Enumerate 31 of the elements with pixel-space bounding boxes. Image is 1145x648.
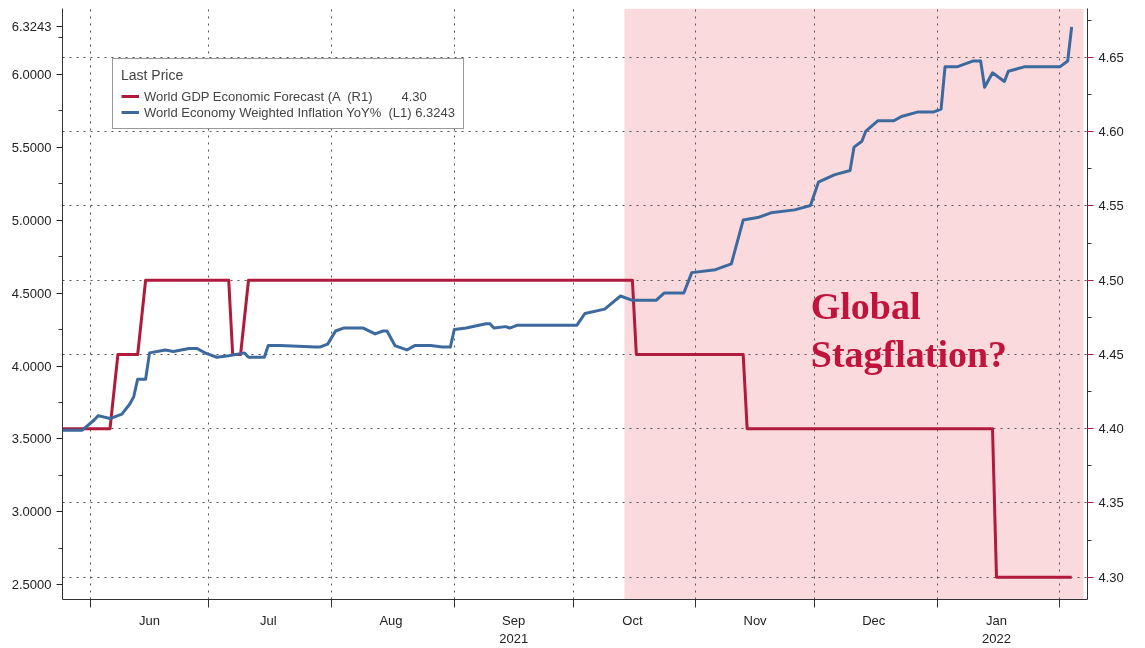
x-tick-label: Oct xyxy=(622,612,643,628)
y2-tick-label: 4.50 xyxy=(1098,272,1124,288)
x-tick-label: Nov xyxy=(743,612,768,628)
y2-tick-label: 4.55 xyxy=(1098,198,1124,214)
x-tick-label: Aug xyxy=(379,612,403,628)
legend-label: World Economy Weighted Inflation YoY% (L1) 6.3243 xyxy=(144,104,455,120)
y2-tick-label: 4.45 xyxy=(1098,346,1124,362)
y2-tick-label: 4.30 xyxy=(1098,569,1124,585)
y-tick-label: 6.0000 xyxy=(11,66,52,82)
line-series xyxy=(62,25,1074,432)
y2-tick-label: 4.40 xyxy=(1098,421,1124,437)
x-tick-label: Jan 2022 xyxy=(982,612,1011,646)
x-tick-label: Sep 2021 xyxy=(499,612,529,646)
y-tick-label: 3.0000 xyxy=(11,504,52,520)
y2-tick-label: 4.60 xyxy=(1098,124,1124,140)
x-tick-label: Jun xyxy=(139,612,161,628)
y-tick-label: 2.5000 xyxy=(11,577,52,593)
legend-title: Last Price xyxy=(121,67,185,83)
y-tick-label: 5.5000 xyxy=(11,139,52,155)
y2-tick-label: 4.35 xyxy=(1098,495,1124,511)
y-tick-label: 4.0000 xyxy=(11,358,52,374)
y-tick-label: 3.5000 xyxy=(11,431,52,447)
y-tick-label: 5.0000 xyxy=(11,212,52,228)
y-tick-label: 6.3243 xyxy=(11,19,52,35)
x-tick-label: Jul xyxy=(259,612,277,628)
line-series xyxy=(62,278,1074,579)
x-tick-label: Dec xyxy=(862,612,886,628)
legend-label: World GDP Economic Forecast (A (R1) 4.30 xyxy=(144,88,427,104)
y2-tick-label: 4.65 xyxy=(1098,50,1124,65)
y-tick-label: 4.5000 xyxy=(11,285,52,301)
annotation: Global Stagflation? xyxy=(810,284,1008,375)
